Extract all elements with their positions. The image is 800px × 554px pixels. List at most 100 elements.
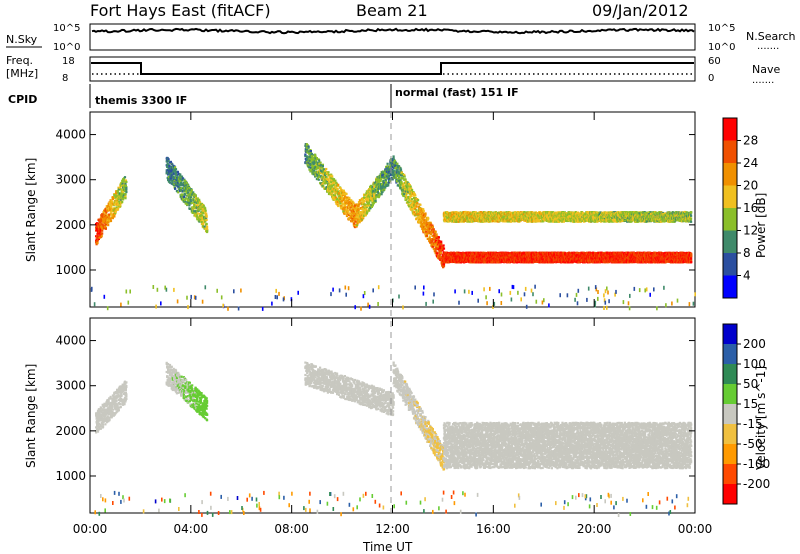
radar-cell — [185, 197, 187, 199]
radar-cell — [310, 150, 312, 152]
radar-cell — [124, 193, 126, 195]
radar-cell — [416, 202, 418, 204]
radar-cell — [206, 216, 208, 218]
radar-cell — [400, 169, 402, 171]
freq-tick-bottom: 8 — [62, 73, 68, 84]
radar-cell — [388, 169, 390, 171]
radar-cell — [440, 252, 442, 254]
radar-cell — [322, 165, 324, 167]
plot-title: Fort Hays East (fitACF) — [90, 1, 271, 20]
radar-cell — [430, 233, 432, 235]
radar-cell — [393, 155, 395, 157]
noise-tick-left-top: 10^5 — [53, 23, 80, 34]
radar-cell — [191, 189, 193, 191]
radar-cell — [117, 208, 119, 210]
radar-cell — [110, 206, 112, 208]
radar-cell — [189, 208, 191, 210]
radar-cell — [363, 200, 365, 202]
radar-cell — [443, 263, 445, 265]
radar-cell — [202, 223, 204, 225]
cpid-label: CPID — [8, 93, 37, 106]
radar-cell — [396, 163, 398, 165]
radar-cell — [338, 204, 340, 206]
radar-cell — [206, 219, 208, 221]
radar-cell — [197, 212, 199, 214]
radar-cell — [125, 187, 127, 189]
radar-cell — [443, 265, 445, 267]
cpid-text-2: normal (fast) 151 IF — [395, 86, 519, 99]
radar-cell — [424, 213, 426, 215]
radar-cell — [411, 198, 413, 200]
radar-cell — [177, 171, 179, 173]
radar-cell — [403, 193, 405, 195]
noise-tick-left-bottom: 10^0 — [53, 42, 80, 53]
radar-cell — [101, 232, 103, 234]
radar-cell — [113, 194, 115, 196]
radar-cell — [320, 162, 322, 164]
radar-cell — [373, 186, 375, 188]
radar-cell — [111, 201, 113, 203]
radar-cell — [438, 236, 440, 238]
radar-cell — [312, 157, 314, 159]
date-label: 09/Jan/2012 — [592, 1, 689, 20]
radar-cell — [181, 193, 183, 195]
noise-sky-line — [92, 29, 694, 33]
radar-cell — [337, 188, 339, 190]
radar-cell — [174, 188, 176, 190]
radar-cell — [206, 223, 208, 225]
radar-cell — [431, 240, 433, 242]
radar-cell — [170, 172, 172, 174]
radar-cell — [188, 204, 190, 206]
radar-cell — [443, 244, 445, 246]
radar-cell — [195, 194, 197, 196]
radar-cell — [308, 147, 310, 149]
radar-cell — [125, 191, 127, 193]
cpid-text-1: themis 3300 IF — [95, 94, 187, 107]
radar-cell — [387, 163, 389, 165]
radar-cell — [306, 157, 308, 159]
radar-cell — [387, 184, 389, 186]
radar-cell — [405, 178, 407, 180]
radar-cell — [191, 202, 193, 204]
radar-cell — [411, 189, 413, 191]
radar-cell — [110, 220, 112, 222]
radar-cell — [399, 187, 401, 189]
radar-cell — [440, 241, 442, 243]
radar-cell — [193, 204, 195, 206]
radar-cell — [348, 197, 350, 199]
radar-cell — [96, 242, 98, 244]
radar-cell — [119, 204, 121, 206]
radar-cell — [337, 184, 339, 186]
radar-cell — [125, 181, 127, 183]
radar-cell — [368, 209, 370, 211]
radar-cell — [318, 160, 320, 162]
radar-cell — [432, 226, 434, 228]
freq-tick-top: 18 — [62, 56, 75, 67]
radar-cell — [115, 211, 117, 213]
nsearch-dots: ....... — [757, 41, 779, 52]
radar-cell — [432, 238, 434, 240]
radar-cell — [433, 228, 435, 230]
radar-cell — [325, 168, 327, 170]
radar-cell — [440, 243, 442, 245]
radar-cell — [345, 193, 347, 195]
radar-cell — [342, 204, 344, 206]
noise-tick-right-top: 10^5 — [708, 23, 735, 34]
radar-cell — [101, 235, 103, 237]
radar-cell — [177, 191, 179, 193]
radar-cell — [190, 196, 192, 198]
radar-cell — [184, 193, 186, 195]
nave-tick-bottom: 0 — [708, 73, 714, 84]
radar-cell — [304, 153, 306, 155]
radar-cell — [201, 214, 203, 216]
radar-cell — [404, 176, 406, 178]
radar-cell — [427, 217, 429, 219]
radar-cell — [419, 204, 421, 206]
radar-cell — [311, 153, 313, 155]
radar-cell — [206, 226, 208, 228]
freq-label: Freq. — [6, 54, 33, 67]
radar-cell — [326, 186, 328, 188]
radar-cell — [436, 252, 438, 254]
